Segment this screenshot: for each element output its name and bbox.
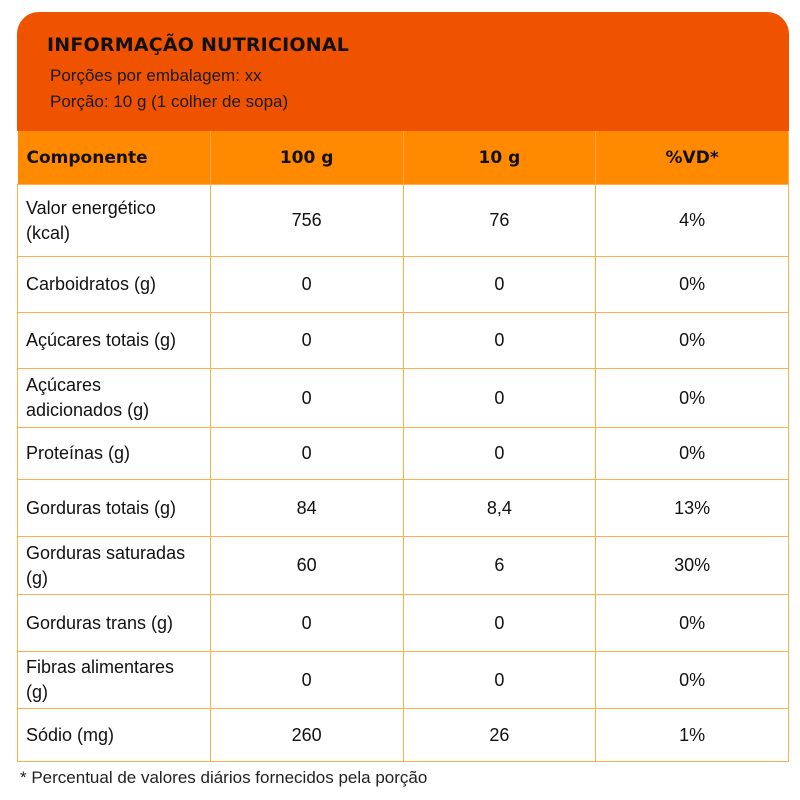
nutrient-label: Açúcares adicionados (g): [26, 375, 150, 420]
nutrient-value: 4%: [595, 184, 789, 257]
nutrient-label: Carboidratos (g): [26, 274, 157, 294]
servings-per-package: Porções por embalagem: xx: [50, 66, 262, 85]
nutrient-value: 60: [209, 536, 404, 595]
nutrient-name: Carboidratos (g): [17, 256, 211, 313]
nutrient-value: 0%: [595, 651, 789, 709]
nutrient-value: 26: [402, 708, 597, 762]
table-row: Valor energético (kcal) 756 76 4%: [17, 184, 789, 257]
nutrient-value: 0: [402, 256, 597, 313]
table-row: Carboidratos (g) 0 0 0%: [17, 256, 789, 313]
column-header: 10 g: [403, 131, 597, 185]
page-title: INFORMAÇÃO NUTRICIONAL: [47, 34, 350, 56]
table-row: Gorduras saturadas (g) 60 6 30%: [17, 536, 789, 595]
nutrient-label: Sódio (mg): [26, 724, 115, 745]
nutrient-label: Valor energético (kcal): [26, 197, 156, 243]
nutrient-value: 0: [209, 256, 404, 313]
nutrient-name: Gorduras totais (g): [17, 479, 211, 537]
nutrient-value: 0%: [595, 427, 789, 480]
nutrient-name: Sódio (mg): [17, 708, 211, 762]
nutrient-label: Açúcares totais (g): [26, 330, 177, 350]
footnote: * Percentual de valores diários fornecid…: [20, 768, 428, 787]
portion-size: Porção: 10 g (1 colher de sopa): [50, 92, 289, 111]
table-row: Sódio (mg) 260 26 1%: [17, 708, 789, 762]
table-row: Gorduras totais (g) 84 8,4 13%: [17, 479, 789, 537]
nutrient-value: 0%: [595, 594, 789, 652]
nutrient-value: 0: [402, 651, 597, 709]
nutrient-value: 0%: [595, 368, 789, 428]
nutrient-name: Gorduras saturadas (g): [17, 536, 211, 595]
nutrient-name: Açúcares adicionados (g): [17, 368, 211, 428]
nutrient-name: Fibras alimentares (g): [17, 651, 211, 709]
nutrient-value: 0: [402, 312, 597, 369]
nutrient-value: 0: [209, 312, 404, 369]
column-header: 100 g: [210, 131, 404, 185]
nutrient-value: 0%: [595, 256, 789, 313]
nutrient-value: 260: [209, 708, 404, 762]
nutrient-value: 6: [402, 536, 597, 595]
nutrient-value: 1%: [595, 708, 789, 762]
nutrient-label: Gorduras saturadas (g): [26, 542, 186, 588]
nutrient-value: 0: [402, 368, 597, 428]
nutrient-label: Gorduras totais (g): [26, 497, 177, 518]
nutrient-value: 76: [402, 184, 597, 257]
header-panel: INFORMAÇÃO NUTRICIONAL Porções por embal…: [17, 12, 789, 131]
nutrient-name: Açúcares totais (g): [17, 312, 211, 369]
nutrition-table: Componente 100 g 10 g %VD* Valor energét…: [17, 131, 789, 762]
nutrient-value: 84: [209, 479, 404, 537]
nutrient-name: Valor energético (kcal): [17, 184, 211, 257]
nutrient-label: Fibras alimentares (g): [26, 657, 175, 702]
nutrient-value: 0: [209, 368, 404, 428]
table-row: Gorduras trans (g) 0 0 0%: [17, 594, 789, 652]
nutrient-name: Gorduras trans (g): [17, 594, 211, 652]
nutrient-value: 0: [209, 594, 404, 652]
nutrient-value: 0%: [595, 312, 789, 369]
nutrient-value: 13%: [595, 479, 789, 537]
nutrient-value: 8,4: [402, 479, 597, 537]
nutrient-name: Proteínas (g): [17, 427, 211, 480]
table-row: Proteínas (g) 0 0 0%: [17, 427, 789, 480]
nutrient-label: Proteínas (g): [26, 443, 131, 463]
column-header: Componente: [17, 131, 211, 185]
column-header: %VD*: [595, 131, 789, 185]
table-row: Fibras alimentares (g) 0 0 0%: [17, 651, 789, 709]
nutrient-value: 756: [209, 184, 404, 257]
table-row: Açúcares totais (g) 0 0 0%: [17, 312, 789, 369]
nutrient-label: Gorduras trans (g): [26, 612, 174, 633]
nutrient-value: 0: [209, 651, 404, 709]
nutrient-value: 0: [209, 427, 404, 480]
nutrient-value: 30%: [595, 536, 789, 595]
table-row: Açúcares adicionados (g) 0 0 0%: [17, 368, 789, 428]
nutrient-value: 0: [402, 594, 597, 652]
nutrient-value: 0: [402, 427, 597, 480]
table-header-row: Componente 100 g 10 g %VD*: [17, 131, 789, 185]
